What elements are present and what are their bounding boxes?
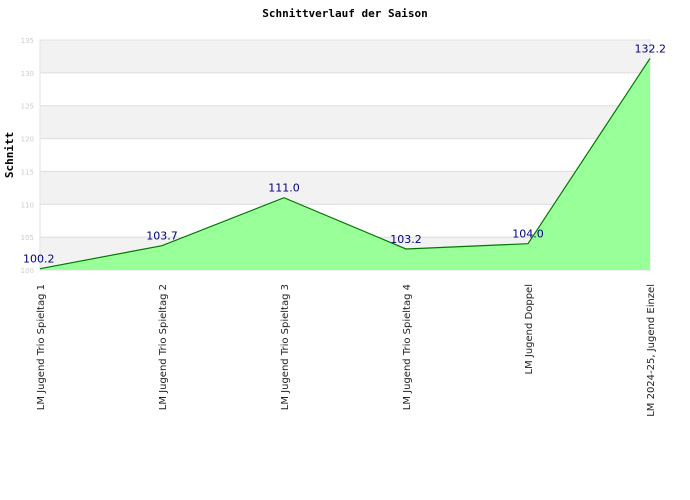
x-tick-label: LM Jugend Trio Spieltag 3 [280, 284, 291, 410]
x-tick-label: LM 2024-25, Jugend Einzel [646, 284, 657, 417]
data-label: 103.7 [146, 230, 178, 243]
data-label: 100.2 [23, 253, 55, 266]
y-tick-label: 110 [21, 201, 34, 209]
grid-band [40, 105, 650, 139]
y-tick-label: 105 [21, 234, 34, 242]
chart-title: Schnittverlauf der Saison [262, 7, 428, 20]
x-tick-label: LM Jugend Trio Spieltag 2 [158, 284, 169, 410]
x-tick-label: LM Jugend Trio Spieltag 4 [402, 284, 413, 410]
x-tick-label: LM Jugend Doppel [524, 284, 535, 374]
data-label: 111.0 [268, 182, 300, 195]
y-tick-label: 100 [21, 267, 34, 275]
plot-area: 100 105 110 115 120 125 130 135 100.2 103.7 111.0 1… [21, 37, 666, 417]
data-label: 104.0 [512, 228, 544, 241]
series-area [40, 58, 650, 271]
y-tick-label: 125 [21, 103, 34, 111]
y-tick-label: 135 [21, 37, 34, 45]
series-line [39, 58, 651, 270]
data-label: 132.2 [635, 42, 667, 55]
y-tick-label: 130 [21, 70, 34, 78]
data-label: 103.2 [390, 233, 422, 246]
y-tick-label: 115 [21, 168, 34, 176]
y-axis-label: Schnitt [3, 132, 16, 178]
x-tick-label: LM Jugend Trio Spieltag 1 [36, 284, 47, 410]
grid-band [40, 171, 650, 205]
y-tick-label: 120 [21, 136, 34, 144]
grid-band [40, 40, 650, 73]
